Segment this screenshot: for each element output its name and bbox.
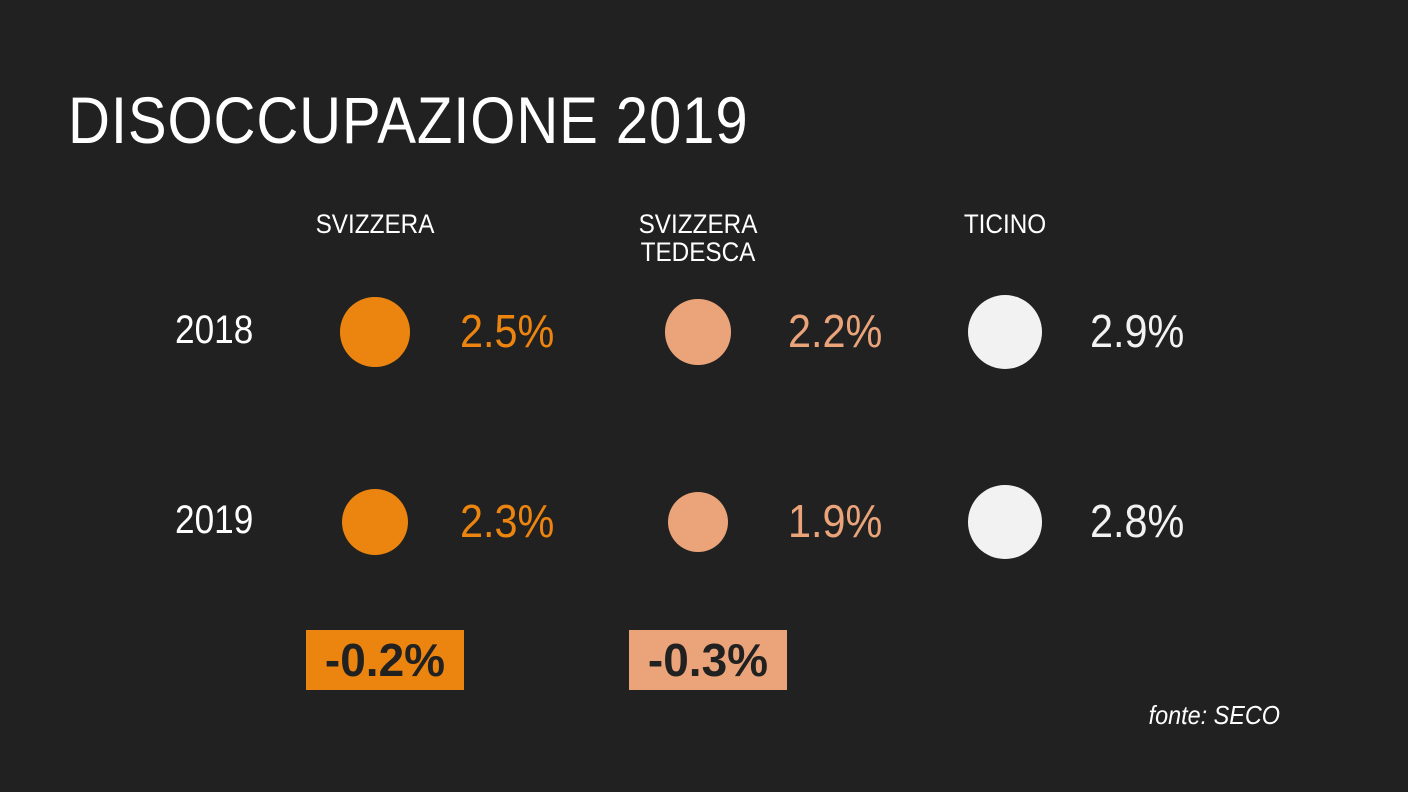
change-badge-svizzera: -0.2% bbox=[306, 630, 464, 690]
value-label-svizzera-tedesca-2019: 1.9% bbox=[788, 495, 883, 547]
column-header-svizzera: SVIZZERA bbox=[315, 209, 435, 239]
page-title: DISOCCUPAZIONE 2019 bbox=[68, 83, 749, 157]
bubble-svizzera-2019 bbox=[341, 488, 409, 556]
value-label-ticino-2018: 2.9% bbox=[1090, 305, 1185, 357]
year-label-2018: 2018 bbox=[175, 308, 254, 352]
value-label-svizzera-tedesca-2018: 2.2% bbox=[788, 305, 883, 357]
bubble-ticino-2019 bbox=[968, 485, 1042, 559]
source-note: fonte: SECO bbox=[1148, 700, 1280, 730]
value-label-svizzera-2018: 2.5% bbox=[460, 305, 555, 357]
column-header-ticino: TICINO bbox=[963, 209, 1047, 239]
bubble-svizzera-tedesca-2019 bbox=[667, 491, 729, 553]
bubble-svizzera-tedesca-2018 bbox=[665, 299, 731, 365]
value-label-svizzera-2019: 2.3% bbox=[460, 495, 555, 547]
bubble-svizzera-2018 bbox=[340, 297, 410, 367]
column-header-svizzera-tedesca: SVIZZERA TEDESCA bbox=[638, 209, 758, 267]
change-badge-svizzera-tedesca: -0.3% bbox=[629, 630, 787, 690]
value-label-ticino-2019: 2.8% bbox=[1090, 495, 1185, 547]
year-label-2019: 2019 bbox=[175, 498, 254, 542]
bubble-ticino-2018 bbox=[967, 294, 1043, 370]
